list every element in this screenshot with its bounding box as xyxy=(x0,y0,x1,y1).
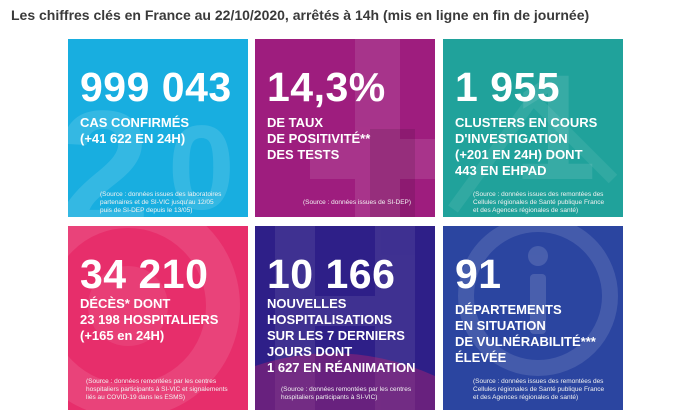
tile-value: 999 043 xyxy=(80,64,232,110)
tile-caption: DE TAUX DE POSITIVITÉ** DES TESTS xyxy=(267,115,371,162)
tile-source: (Source : données remontées par les cent… xyxy=(86,378,228,401)
tile-source: (Source : données issues des remontées d… xyxy=(473,191,605,214)
tile-value: 10 166 xyxy=(267,251,396,297)
background-decoration xyxy=(458,226,618,376)
tile-caption: CAS CONFIRMÉS (+41 622 EN 24H) xyxy=(80,115,190,146)
tile-caption: NOUVELLES HOSPITALISATIONS SUR LES 7 DER… xyxy=(267,296,416,375)
tile-value: 91 xyxy=(455,251,502,297)
background-decoration xyxy=(310,39,435,217)
tile-deaths: 34 210 DÉCÈS* DONT 23 198 HOSPITALIERS (… xyxy=(68,226,248,410)
tile-value: 34 210 xyxy=(80,251,209,297)
tile-value: 1 955 xyxy=(455,64,561,110)
tile-source: (Source : données issues des laboratoire… xyxy=(100,191,222,214)
tile-source: (Source : données remontées par les cent… xyxy=(281,386,412,401)
svg-text:1: 1 xyxy=(513,43,596,211)
page-heading: Les chiffres clés en France au 22/10/202… xyxy=(11,7,590,23)
tile-value: 14,3% xyxy=(267,64,386,110)
tile-source: (Source : données issues de SI-DEP) xyxy=(303,199,412,206)
tile-caption: DÉPARTEMENTS EN SITUATION DE VULNÉRABILI… xyxy=(455,302,596,365)
svg-text:0: 0 xyxy=(168,101,235,217)
tile-clusters: 1 1 955 CLUSTERS EN COURS D'INVESTIGATIO… xyxy=(443,39,623,217)
background-decoration xyxy=(68,226,240,410)
background-decoration: 2 0 xyxy=(68,76,235,217)
tile-confirmed-cases: 2 0 999 043 CAS CONFIRMÉS (+41 622 EN 24… xyxy=(68,39,248,217)
background-decoration: 1 xyxy=(448,43,618,213)
tile-source: (Source : données issues des remontées d… xyxy=(473,378,605,401)
tile-caption: CLUSTERS EN COURS D'INVESTIGATION (+201 … xyxy=(455,115,598,178)
tile-departments: 91 DÉPARTEMENTS EN SITUATION DE VULNÉRAB… xyxy=(443,226,623,410)
background-decoration xyxy=(255,226,435,410)
tile-hospitalisations: 10 166 NOUVELLES HOSPITALISATIONS SUR LE… xyxy=(255,226,435,410)
tile-caption: DÉCÈS* DONT 23 198 HOSPITALIERS (+165 en… xyxy=(80,296,219,343)
tile-positivity-rate: 14,3% DE TAUX DE POSITIVITÉ** DES TESTS … xyxy=(255,39,435,217)
svg-text:2: 2 xyxy=(68,76,151,217)
